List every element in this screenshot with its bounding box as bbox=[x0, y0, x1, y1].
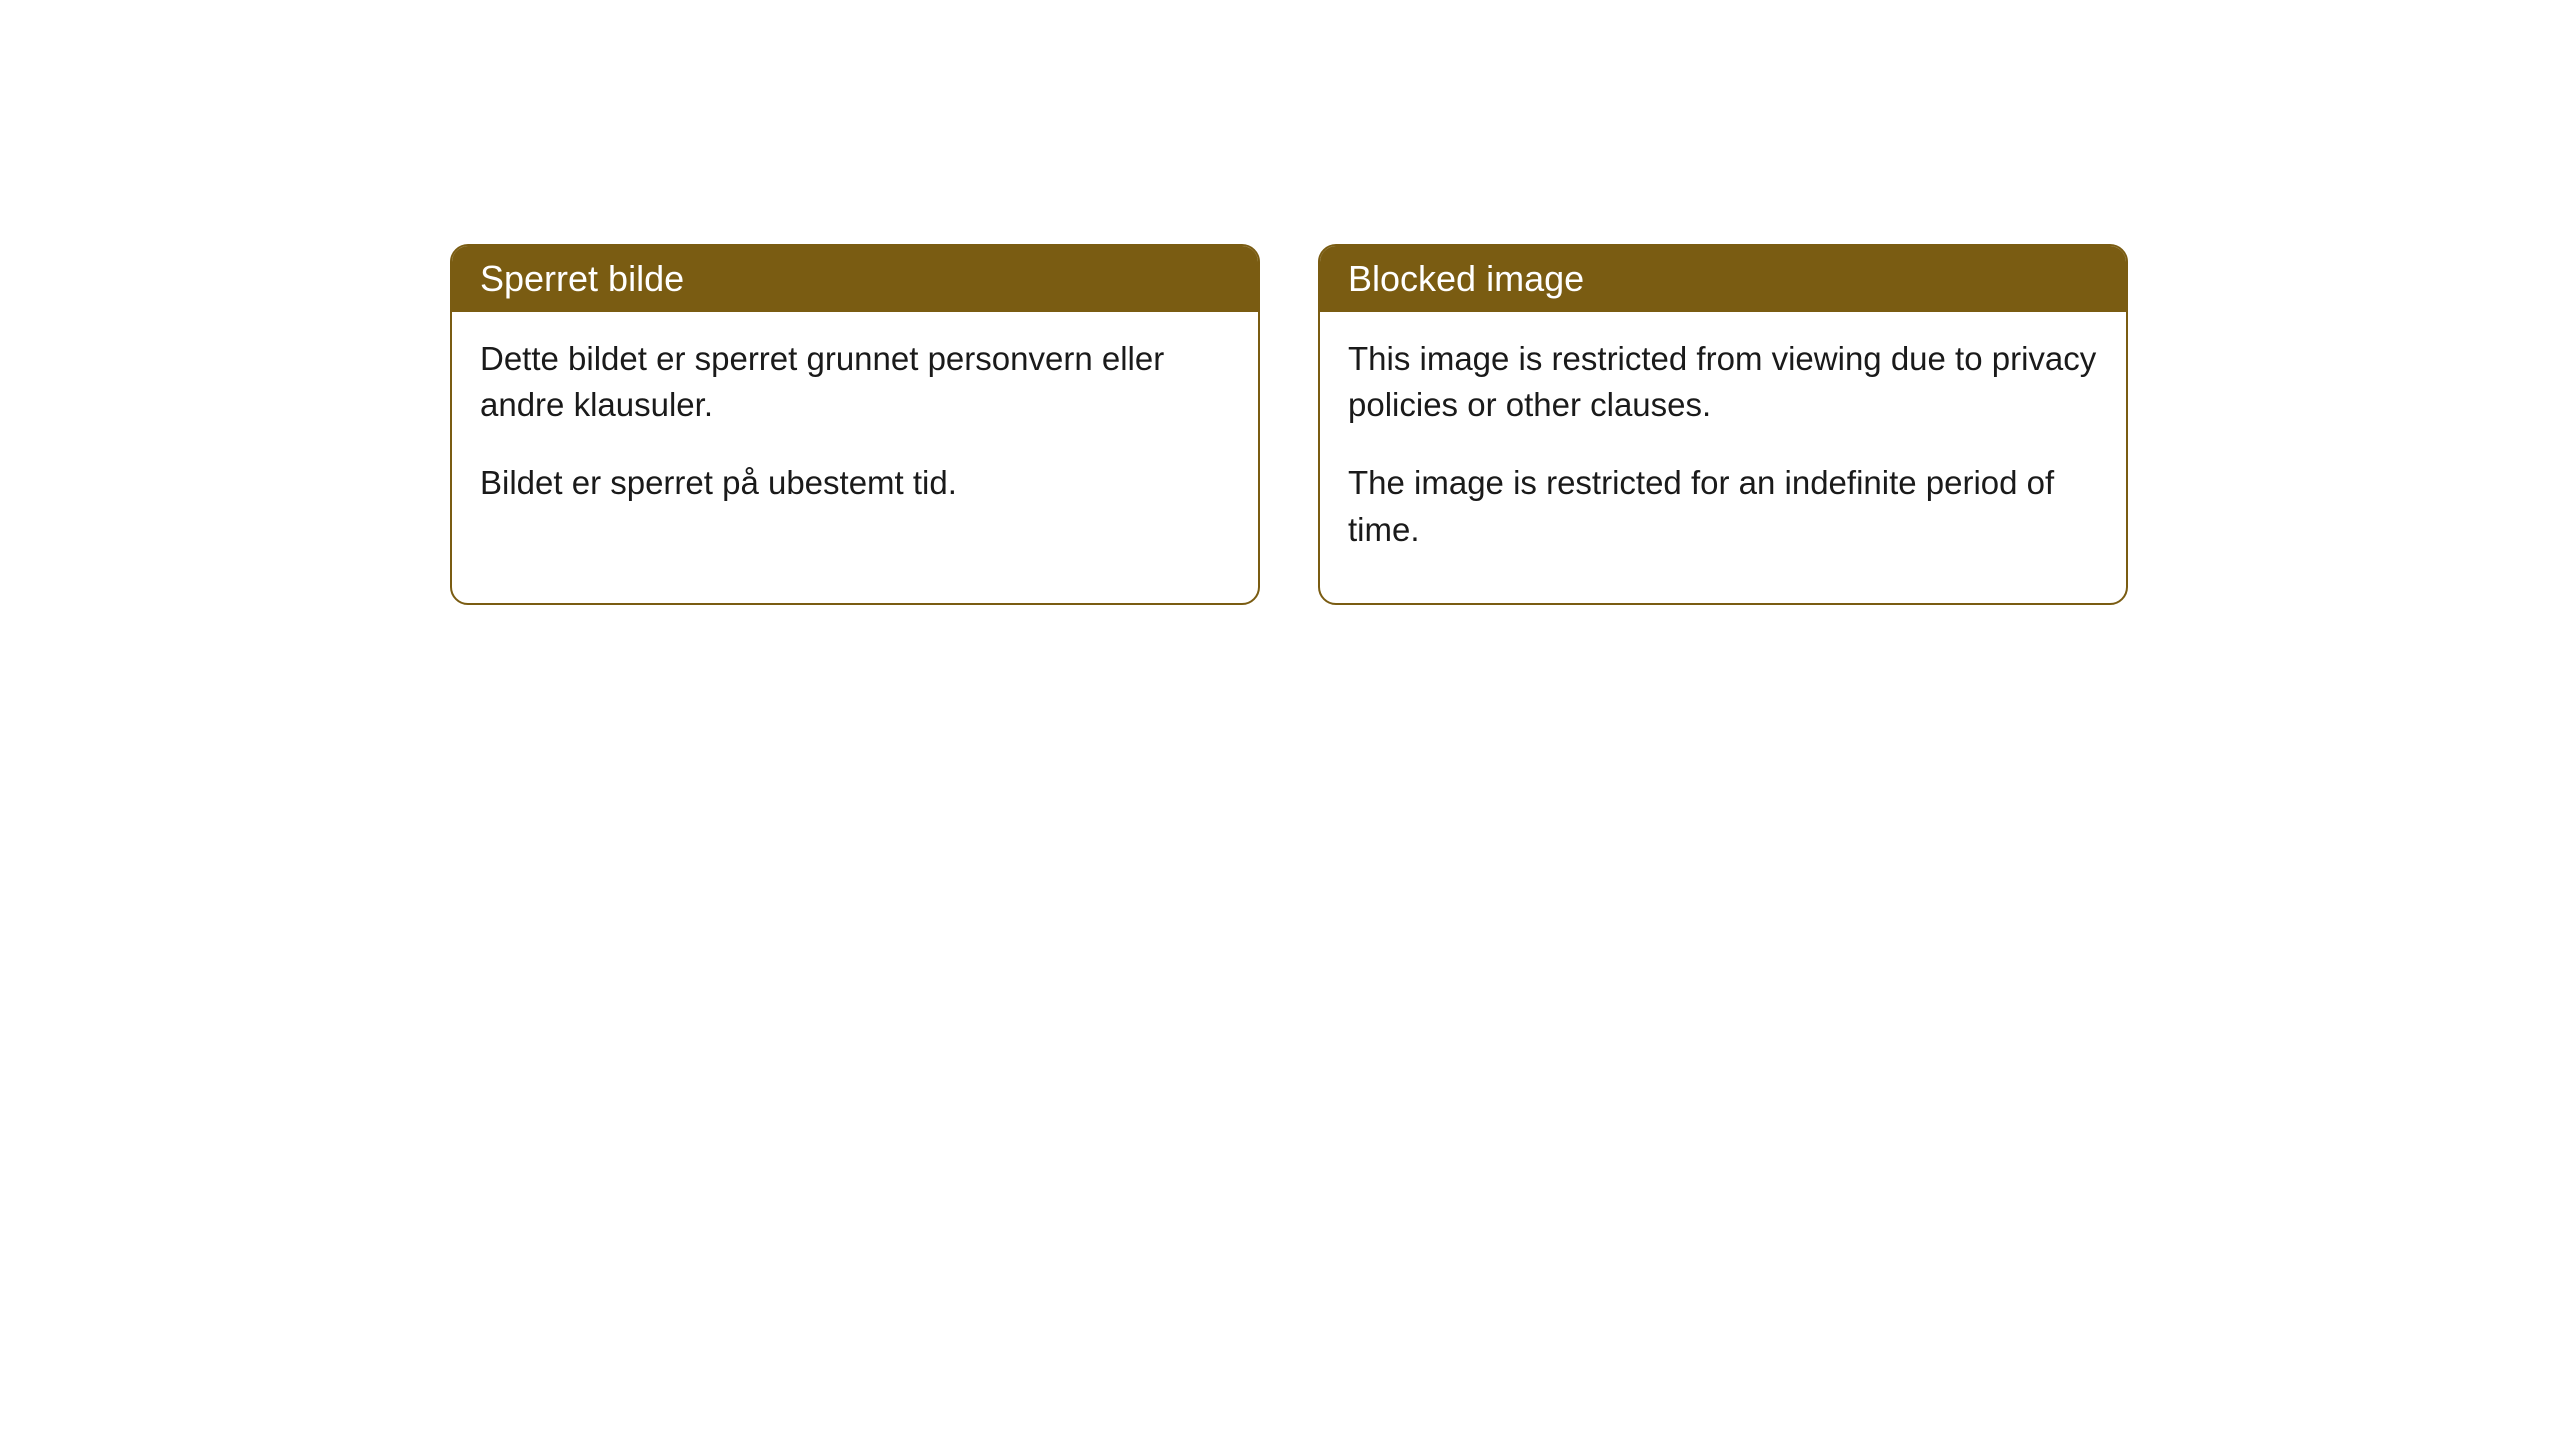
card-body: Dette bildet er sperret grunnet personve… bbox=[452, 312, 1258, 557]
card-header: Sperret bilde bbox=[452, 246, 1258, 312]
card-header: Blocked image bbox=[1320, 246, 2126, 312]
card-paragraph: Dette bildet er sperret grunnet personve… bbox=[480, 336, 1230, 428]
card-body: This image is restricted from viewing du… bbox=[1320, 312, 2126, 603]
card-paragraph: Bildet er sperret på ubestemt tid. bbox=[480, 460, 1230, 506]
card-paragraph: The image is restricted for an indefinit… bbox=[1348, 460, 2098, 552]
card-paragraph: This image is restricted from viewing du… bbox=[1348, 336, 2098, 428]
card-title: Blocked image bbox=[1348, 258, 1584, 299]
info-card-norwegian: Sperret bilde Dette bildet er sperret gr… bbox=[450, 244, 1260, 605]
info-card-english: Blocked image This image is restricted f… bbox=[1318, 244, 2128, 605]
card-title: Sperret bilde bbox=[480, 258, 684, 299]
info-cards-container: Sperret bilde Dette bildet er sperret gr… bbox=[450, 244, 2128, 605]
